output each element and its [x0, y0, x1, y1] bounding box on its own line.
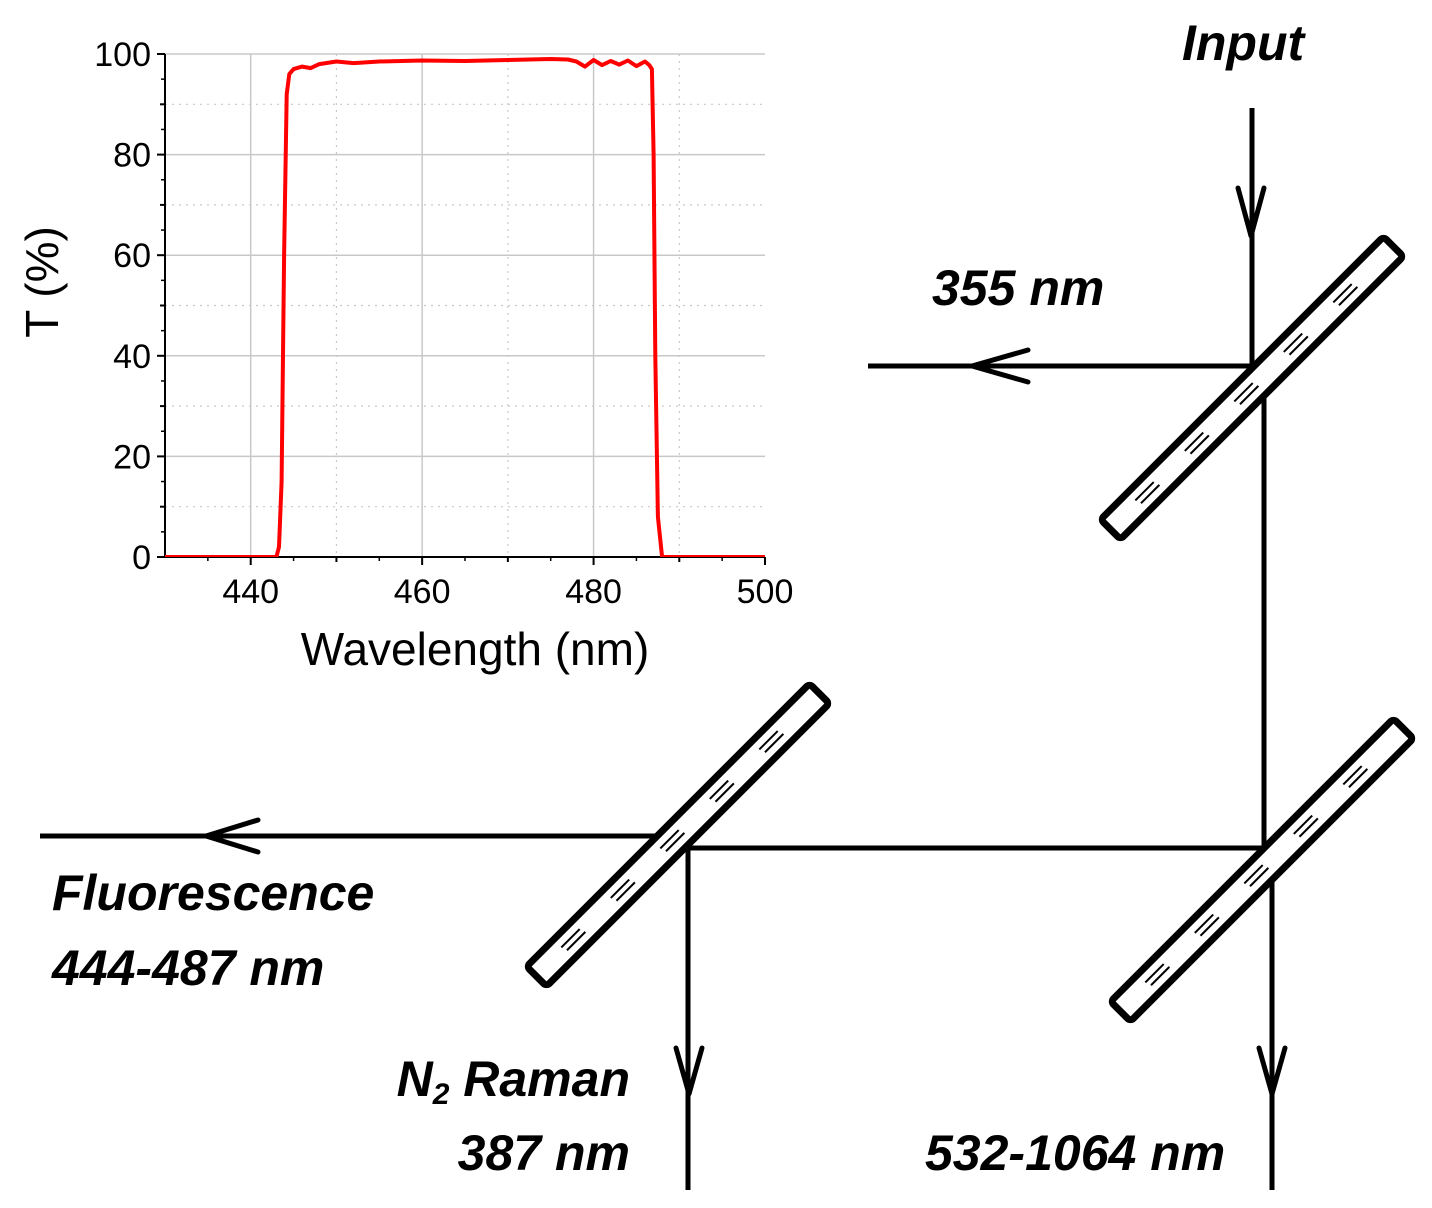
label-355: 355 nm — [932, 260, 1104, 316]
input-arrow-icon — [1235, 185, 1267, 239]
mirror-hatch-mark — [1134, 481, 1155, 502]
x-tick-label: 440 — [222, 573, 279, 611]
fluorescence-label-line2: 444-487 nm — [51, 940, 324, 996]
dichroic-mirror-3 — [524, 681, 832, 989]
mirror-hatch-mark — [610, 878, 630, 899]
raman-word: Raman — [449, 1051, 630, 1107]
532-arrow-icon — [1256, 1045, 1288, 1097]
mirror-hatch-mark — [1243, 864, 1264, 885]
mirror-hatch-mark — [659, 829, 680, 850]
mirror-hatch-mark — [1189, 434, 1210, 455]
mirror-hatch-mark — [1342, 765, 1363, 786]
x-tick-labels: 440 460 480 500 — [222, 573, 793, 611]
mirror-hatch-mark — [560, 928, 581, 949]
mirror-hatch-mark — [1144, 963, 1165, 984]
mirror-hatch-mark — [714, 782, 735, 803]
mirror-hatch-mark — [615, 881, 636, 902]
y-axis-title: T (%) — [16, 226, 68, 338]
raman-n: N — [397, 1051, 434, 1107]
x-tick-label: 480 — [565, 573, 622, 611]
mirror-hatch-mark — [1338, 286, 1359, 306]
raman-label-line1: N2 Raman — [397, 1051, 630, 1111]
mirror-hatch-mark — [1288, 335, 1309, 356]
y-tick-labels: 0 20 40 60 80 100 — [94, 36, 151, 577]
dichroic-mirror-2 — [1108, 716, 1416, 1024]
mirror-hatch-mark — [1233, 382, 1254, 403]
y-tick-label: 20 — [113, 438, 151, 476]
raman-label-line2: 387 nm — [458, 1125, 630, 1181]
raman-subscript: 2 — [432, 1078, 450, 1111]
mirror-hatch-mark — [1293, 814, 1313, 835]
fluorescence-label-line1: Fluorescence — [52, 865, 374, 921]
mirror-hatch-mark — [1140, 484, 1161, 504]
chart-axes — [164, 54, 765, 558]
beam-paths — [40, 108, 1275, 1190]
y-tick-label: 80 — [113, 137, 151, 175]
mirror-hatch-mark — [758, 730, 779, 751]
mirror-hatch-mark — [764, 733, 785, 753]
raman-arrow-icon — [673, 1045, 705, 1097]
chart-series — [165, 57, 765, 557]
y-tick-label: 40 — [113, 338, 151, 376]
transmission-curve — [165, 57, 765, 557]
dichroic-mirror-1 — [1098, 234, 1406, 542]
x-tick-label: 460 — [394, 573, 451, 611]
transmission-chart: 0 20 40 60 80 100 440 460 480 500 Wavelength (nm… — [16, 36, 793, 675]
mirror-hatch-mark — [1239, 385, 1260, 405]
mirror-hatch-mark — [1332, 283, 1353, 304]
mirror-hatch-mark — [709, 779, 729, 800]
x-tick-label: 500 — [737, 573, 794, 611]
y-tick-label: 100 — [94, 36, 151, 74]
mirror-hatch-mark — [1184, 431, 1204, 452]
chart-ticks — [157, 53, 766, 565]
x-axis-title: Wavelength (nm) — [301, 623, 650, 675]
mirror-hatch-mark — [1348, 768, 1369, 788]
mirror-hatch-mark — [566, 931, 587, 951]
355-arrow-icon — [969, 347, 1031, 385]
arrowheads — [203, 185, 1288, 1097]
mirror-hatch-mark — [665, 832, 686, 852]
fluorescence-arrow-icon — [203, 817, 261, 855]
y-tick-label: 0 — [132, 539, 151, 577]
mirror-hatch-mark — [1194, 913, 1214, 934]
mirror-hatch-mark — [1150, 966, 1171, 986]
mirror-hatch-mark — [1298, 817, 1319, 838]
chart-grid — [165, 53, 765, 557]
label-532-1064: 532-1064 nm — [925, 1125, 1225, 1181]
mirror-hatch-mark — [1283, 332, 1303, 353]
input-label: Input — [1182, 15, 1307, 71]
y-tick-label: 60 — [113, 237, 151, 275]
mirror-hatch-mark — [1249, 867, 1270, 887]
mirror-hatch-mark — [1199, 916, 1220, 937]
